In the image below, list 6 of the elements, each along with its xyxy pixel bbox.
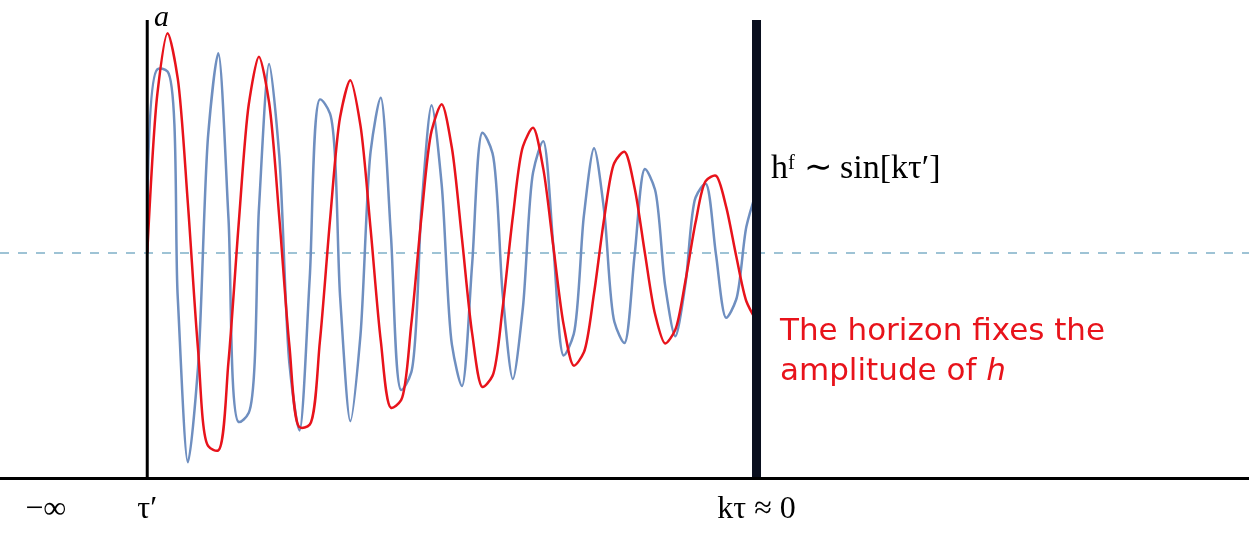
x-tick-label: −∞	[25, 489, 67, 526]
y-axis-title: a	[154, 0, 169, 32]
annotation: hᶠ ∼ sin[kτ′]	[771, 148, 941, 185]
x-tick-label: τ′	[137, 489, 158, 526]
x-tick-label: kτ ≈ 0	[717, 489, 796, 526]
annotation: The horizon fixes the amplitude of h	[779, 311, 1106, 388]
